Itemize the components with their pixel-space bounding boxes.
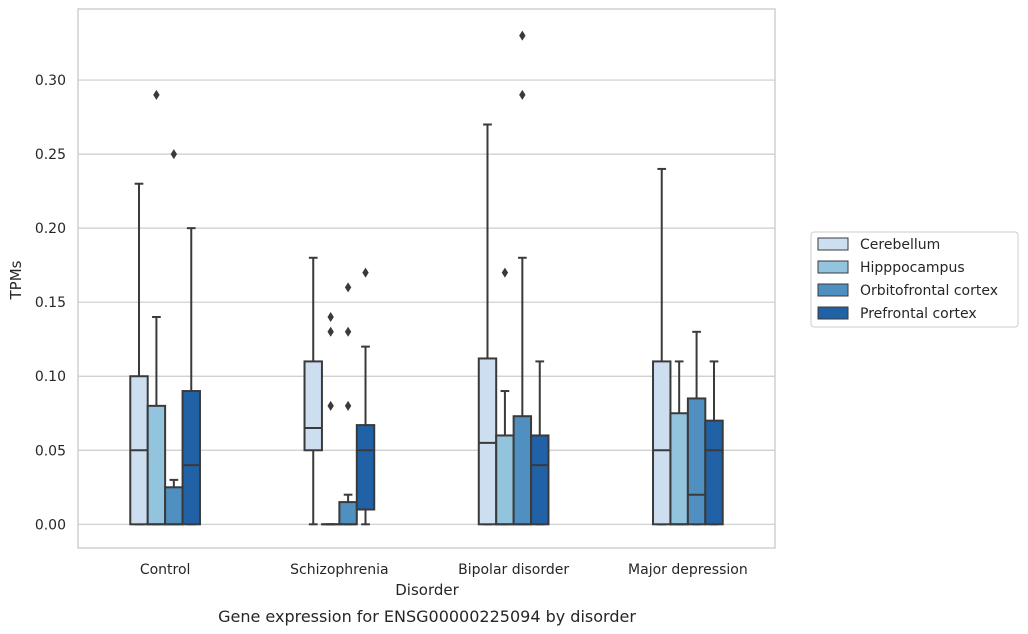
legend-label: Prefrontal cortex	[860, 306, 977, 322]
box	[355, 424, 376, 511]
box	[181, 390, 201, 526]
outlier-point	[519, 89, 526, 100]
y-tick-label: 0.15	[35, 295, 66, 311]
y-tick-label: 0.25	[35, 147, 66, 163]
legend-label: Hipppocampus	[860, 260, 965, 276]
outlier-point	[327, 326, 334, 337]
box-group	[512, 30, 533, 526]
legend-swatch	[817, 306, 849, 320]
box-group	[495, 267, 515, 526]
outlier-point	[344, 326, 352, 337]
x-axis-ticks: Control Schizophrenia Bipolar disorder Majo…	[140, 562, 748, 578]
legend: Cerebellum Hipppocampus Orbitofrontal cort…	[810, 231, 1019, 328]
x-tick-label: Control	[140, 562, 191, 578]
box-group	[477, 123, 498, 526]
legend-label: Cerebellum	[860, 237, 940, 253]
x-tick-label: Major depression	[628, 562, 748, 578]
box-group	[355, 267, 376, 526]
legend-swatch	[817, 237, 849, 251]
y-tick-label: 0.00	[35, 517, 66, 533]
outlier-point	[327, 400, 334, 411]
y-tick-label: 0.30	[35, 73, 66, 89]
box	[652, 360, 672, 526]
box	[303, 360, 323, 452]
box	[704, 419, 724, 526]
box-group	[320, 312, 341, 526]
box-group	[530, 360, 550, 526]
box	[669, 412, 689, 526]
chart-caption: Gene expression for ENSG00000225094 by d…	[218, 607, 636, 626]
outlier-point	[344, 400, 352, 411]
box-group	[704, 360, 724, 526]
box-group	[652, 167, 672, 526]
legend-swatch	[817, 283, 849, 297]
x-tick-label: Bipolar disorder	[458, 562, 569, 578]
box-group	[686, 330, 707, 526]
box-group	[129, 182, 149, 526]
plot-frame	[77, 8, 776, 549]
box-group	[303, 256, 323, 526]
y-tick-label: 0.10	[35, 369, 66, 385]
box-group	[338, 282, 358, 526]
outlier-point	[501, 267, 509, 278]
outlier-point	[170, 149, 178, 160]
box-plot-area	[129, 30, 724, 526]
box	[686, 397, 707, 526]
outlier-point	[327, 312, 334, 322]
legend-swatch	[817, 260, 849, 274]
box-group	[181, 227, 201, 526]
legend-frame	[810, 231, 1019, 328]
box-group	[669, 360, 689, 526]
box	[512, 415, 533, 526]
outlier-point	[153, 89, 160, 100]
box	[146, 404, 167, 526]
y-axis-ticks: 0.00 0.05 0.10 0.15 0.20 0.25 0.30	[35, 73, 66, 533]
y-tick-label: 0.05	[35, 443, 66, 459]
legend-label: Orbitofrontal cortex	[860, 283, 998, 299]
y-tick-label: 0.20	[35, 221, 66, 237]
outlier-point	[344, 282, 352, 293]
box	[495, 434, 515, 526]
outlier-point	[362, 267, 369, 278]
box	[477, 357, 498, 526]
box	[338, 501, 358, 526]
y-axis-title: TPMs	[7, 260, 25, 300]
outlier-point	[519, 30, 526, 41]
box-group	[164, 149, 184, 526]
x-axis-title: Disorder	[395, 581, 459, 599]
box-group	[146, 89, 167, 526]
box	[530, 434, 550, 526]
x-tick-label: Schizophrenia	[290, 562, 388, 578]
box	[164, 486, 184, 526]
